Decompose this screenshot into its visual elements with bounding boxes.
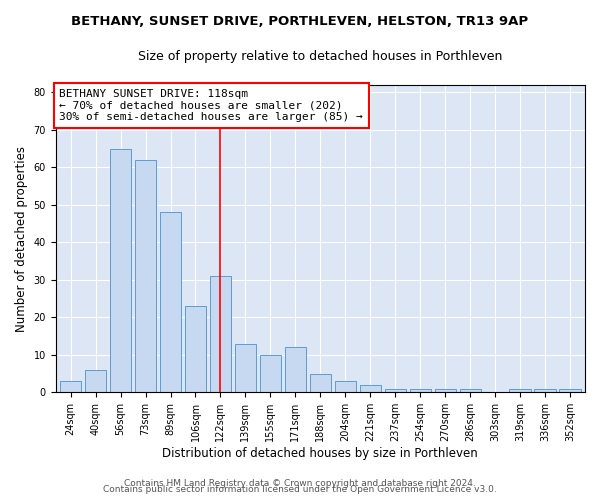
Bar [359, 385, 381, 392]
Title: Size of property relative to detached houses in Porthleven: Size of property relative to detached ho… [138, 50, 503, 63]
Bar [110, 148, 131, 392]
Bar [434, 388, 456, 392]
Bar [335, 381, 356, 392]
Bar [535, 388, 556, 392]
X-axis label: Distribution of detached houses by size in Porthleven: Distribution of detached houses by size … [163, 447, 478, 460]
Text: Contains public sector information licensed under the Open Government Licence v3: Contains public sector information licen… [103, 485, 497, 494]
Bar [185, 306, 206, 392]
Bar [285, 348, 306, 393]
Text: BETHANY, SUNSET DRIVE, PORTHLEVEN, HELSTON, TR13 9AP: BETHANY, SUNSET DRIVE, PORTHLEVEN, HELST… [71, 15, 529, 28]
Y-axis label: Number of detached properties: Number of detached properties [15, 146, 28, 332]
Bar [559, 388, 581, 392]
Bar [509, 388, 530, 392]
Text: BETHANY SUNSET DRIVE: 118sqm
← 70% of detached houses are smaller (202)
30% of s: BETHANY SUNSET DRIVE: 118sqm ← 70% of de… [59, 88, 363, 122]
Bar [235, 344, 256, 392]
Bar [460, 388, 481, 392]
Bar [135, 160, 156, 392]
Bar [85, 370, 106, 392]
Bar [60, 381, 81, 392]
Bar [260, 355, 281, 393]
Bar [160, 212, 181, 392]
Bar [410, 388, 431, 392]
Text: Contains HM Land Registry data © Crown copyright and database right 2024.: Contains HM Land Registry data © Crown c… [124, 478, 476, 488]
Bar [310, 374, 331, 392]
Bar [210, 276, 231, 392]
Bar [385, 388, 406, 392]
